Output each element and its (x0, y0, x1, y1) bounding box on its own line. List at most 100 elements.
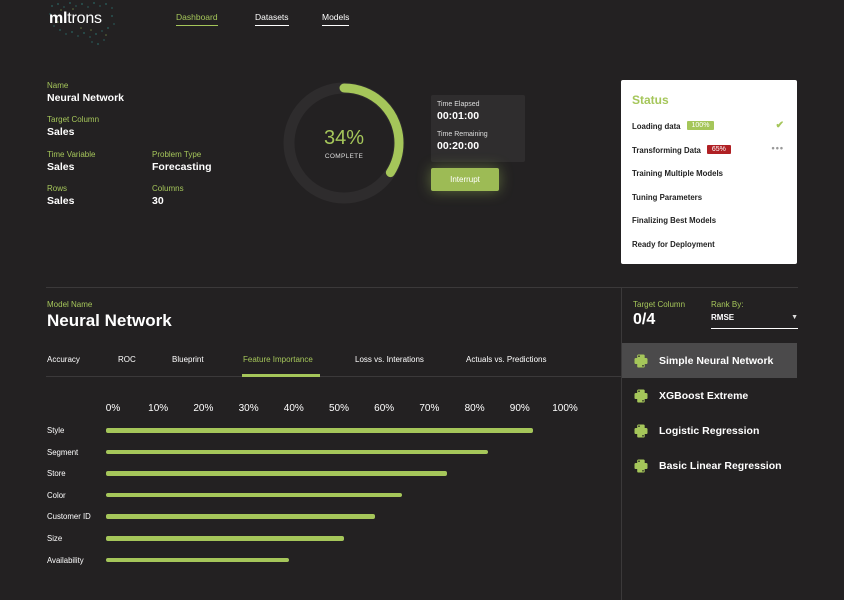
status-step-training: Training Multiple Models (632, 169, 786, 193)
info-columns-label: Columns (152, 184, 184, 193)
python-icon (634, 354, 648, 368)
rank-by-select[interactable]: RMSE ▼ (711, 313, 798, 329)
feature-bar (106, 536, 344, 541)
model-list-item[interactable]: XGBoost Extreme (622, 378, 797, 413)
progress-ring-graphic (283, 82, 405, 204)
x-tick-label: 40% (283, 403, 304, 414)
loading-dots-icon: ••• (771, 142, 784, 153)
tabs-baseline (46, 376, 621, 377)
feature-bar (106, 514, 376, 519)
model-list-item[interactable]: Logistic Regression (622, 413, 797, 448)
progress-ring: 34% COMPLETE (282, 81, 406, 205)
rank-by-value: RMSE (711, 313, 735, 322)
info-rows: Rows Sales (47, 184, 74, 207)
status-step-transforming: Transforming Data 65% ••• (632, 142, 786, 170)
feature-label: Segment (47, 447, 79, 457)
model-list-item-name: Basic Linear Regression (659, 460, 782, 473)
info-problem-type: Problem Type Forecasting (152, 150, 212, 173)
model-name-title: Neural Network (47, 311, 172, 330)
x-tick-label: 80% (464, 403, 485, 414)
time-elapsed-value: 00:01:00 (437, 110, 480, 122)
status-step-ready: Ready for Deployment (632, 240, 786, 264)
info-time-variable-value: Sales (47, 161, 75, 173)
info-columns: Columns 30 (152, 184, 184, 207)
feature-bar (106, 428, 534, 433)
feature-label: Customer ID (47, 512, 91, 522)
feature-bar (106, 492, 403, 498)
feature-label: Style (47, 426, 65, 435)
info-target-label: Target Column (47, 115, 100, 124)
chevron-down-icon: ▼ (791, 314, 798, 321)
nav-datasets[interactable]: Datasets (255, 12, 289, 26)
status-badge: 100% (686, 121, 715, 130)
info-columns-value: 30 (152, 195, 164, 207)
active-tab-indicator (242, 374, 320, 377)
interrupt-button[interactable]: Interrupt (431, 168, 499, 191)
status-title: Status (632, 93, 669, 107)
python-icon (634, 424, 648, 438)
status-step-loading: Loading data 100% ✔ (632, 120, 786, 146)
x-tick-label: 10% (148, 403, 169, 414)
target-column-label: Target Column (633, 300, 686, 309)
feature-label: Color (47, 490, 66, 500)
python-icon (634, 389, 648, 403)
info-time-variable-label: Time Variable (47, 150, 96, 159)
time-elapsed-label: Time Elapsed (437, 101, 480, 108)
model-list-item[interactable]: Simple Neural Network (622, 343, 797, 378)
feature-bar (106, 557, 290, 563)
info-rows-value: Sales (47, 195, 75, 207)
python-icon (634, 459, 648, 473)
time-remaining-value: 00:20:00 (437, 140, 480, 152)
model-name-label: Model Name (47, 300, 93, 309)
info-name: Name Neural Network (47, 81, 124, 104)
feature-label: Size (47, 534, 63, 543)
rank-by-label: Rank By: (711, 300, 744, 309)
check-icon: ✔ (775, 120, 784, 131)
tab-accuracy[interactable]: Accuracy (47, 355, 80, 364)
time-remaining-label: Time Remaining (437, 131, 488, 138)
status-step-label: Transforming Data (632, 145, 701, 155)
nav-models[interactable]: Models (322, 12, 350, 26)
feature-label: Store (47, 469, 66, 479)
model-list-item[interactable]: Basic Linear Regression (622, 449, 797, 484)
timer-box: Time Elapsed 00:01:00 Time Remaining 00:… (431, 95, 525, 162)
progress-ring-arc (284, 83, 404, 203)
progress-percent: 34% (323, 127, 365, 149)
tab-feature-importance[interactable]: Feature Importance (243, 355, 313, 364)
info-rows-label: Rows (47, 184, 68, 193)
x-tick-label: 20% (193, 403, 214, 414)
tab-blueprint[interactable]: Blueprint (172, 355, 204, 364)
x-tick-label: 90% (509, 403, 530, 414)
feature-bar (106, 449, 489, 455)
feature-bar (106, 471, 448, 476)
nav-dashboard[interactable]: Dashboard (176, 12, 218, 26)
info-name-value: Neural Network (47, 92, 125, 104)
status-step-label: Training Multiple Models (632, 169, 723, 178)
info-target-column: Target Column Sales (47, 115, 99, 138)
brand-name: mltrons (49, 10, 102, 27)
progress-label: COMPLETE (324, 153, 364, 160)
section-divider (46, 287, 798, 288)
status-step-finalizing: Finalizing Best Models (632, 216, 786, 240)
tab-roc[interactable]: ROC (118, 355, 136, 364)
model-list-item-name: Simple Neural Network (659, 354, 774, 367)
tab-actuals-vs-predictions[interactable]: Actuals vs. Predictions (466, 355, 547, 364)
x-tick-label: 50% (328, 403, 349, 414)
status-step-label: Tuning Parameters (632, 192, 703, 202)
model-list-item-name: XGBoost Extreme (659, 389, 749, 402)
info-name-label: Name (47, 81, 69, 90)
status-card: Status Loading data 100% ✔ Transforming … (621, 80, 797, 264)
brand-logo[interactable]: mltrons (46, 0, 126, 48)
x-tick-label: 60% (374, 403, 395, 414)
tab-loss-vs-interations[interactable]: Loss vs. Interations (355, 355, 424, 364)
target-column-value: 0/4 (633, 311, 656, 328)
status-step-label: Loading data (632, 122, 681, 131)
status-badge: 65% (706, 144, 731, 154)
status-step-tuning: Tuning Parameters (632, 193, 786, 217)
feature-label: Availability (47, 555, 84, 565)
model-list-item-name: Logistic Regression (659, 424, 760, 437)
x-tick-label: 100% (552, 403, 578, 414)
logo-brain-icon (49, 2, 115, 45)
status-step-label: Ready for Deployment (632, 239, 715, 249)
info-time-variable: Time Variable Sales (47, 150, 95, 173)
